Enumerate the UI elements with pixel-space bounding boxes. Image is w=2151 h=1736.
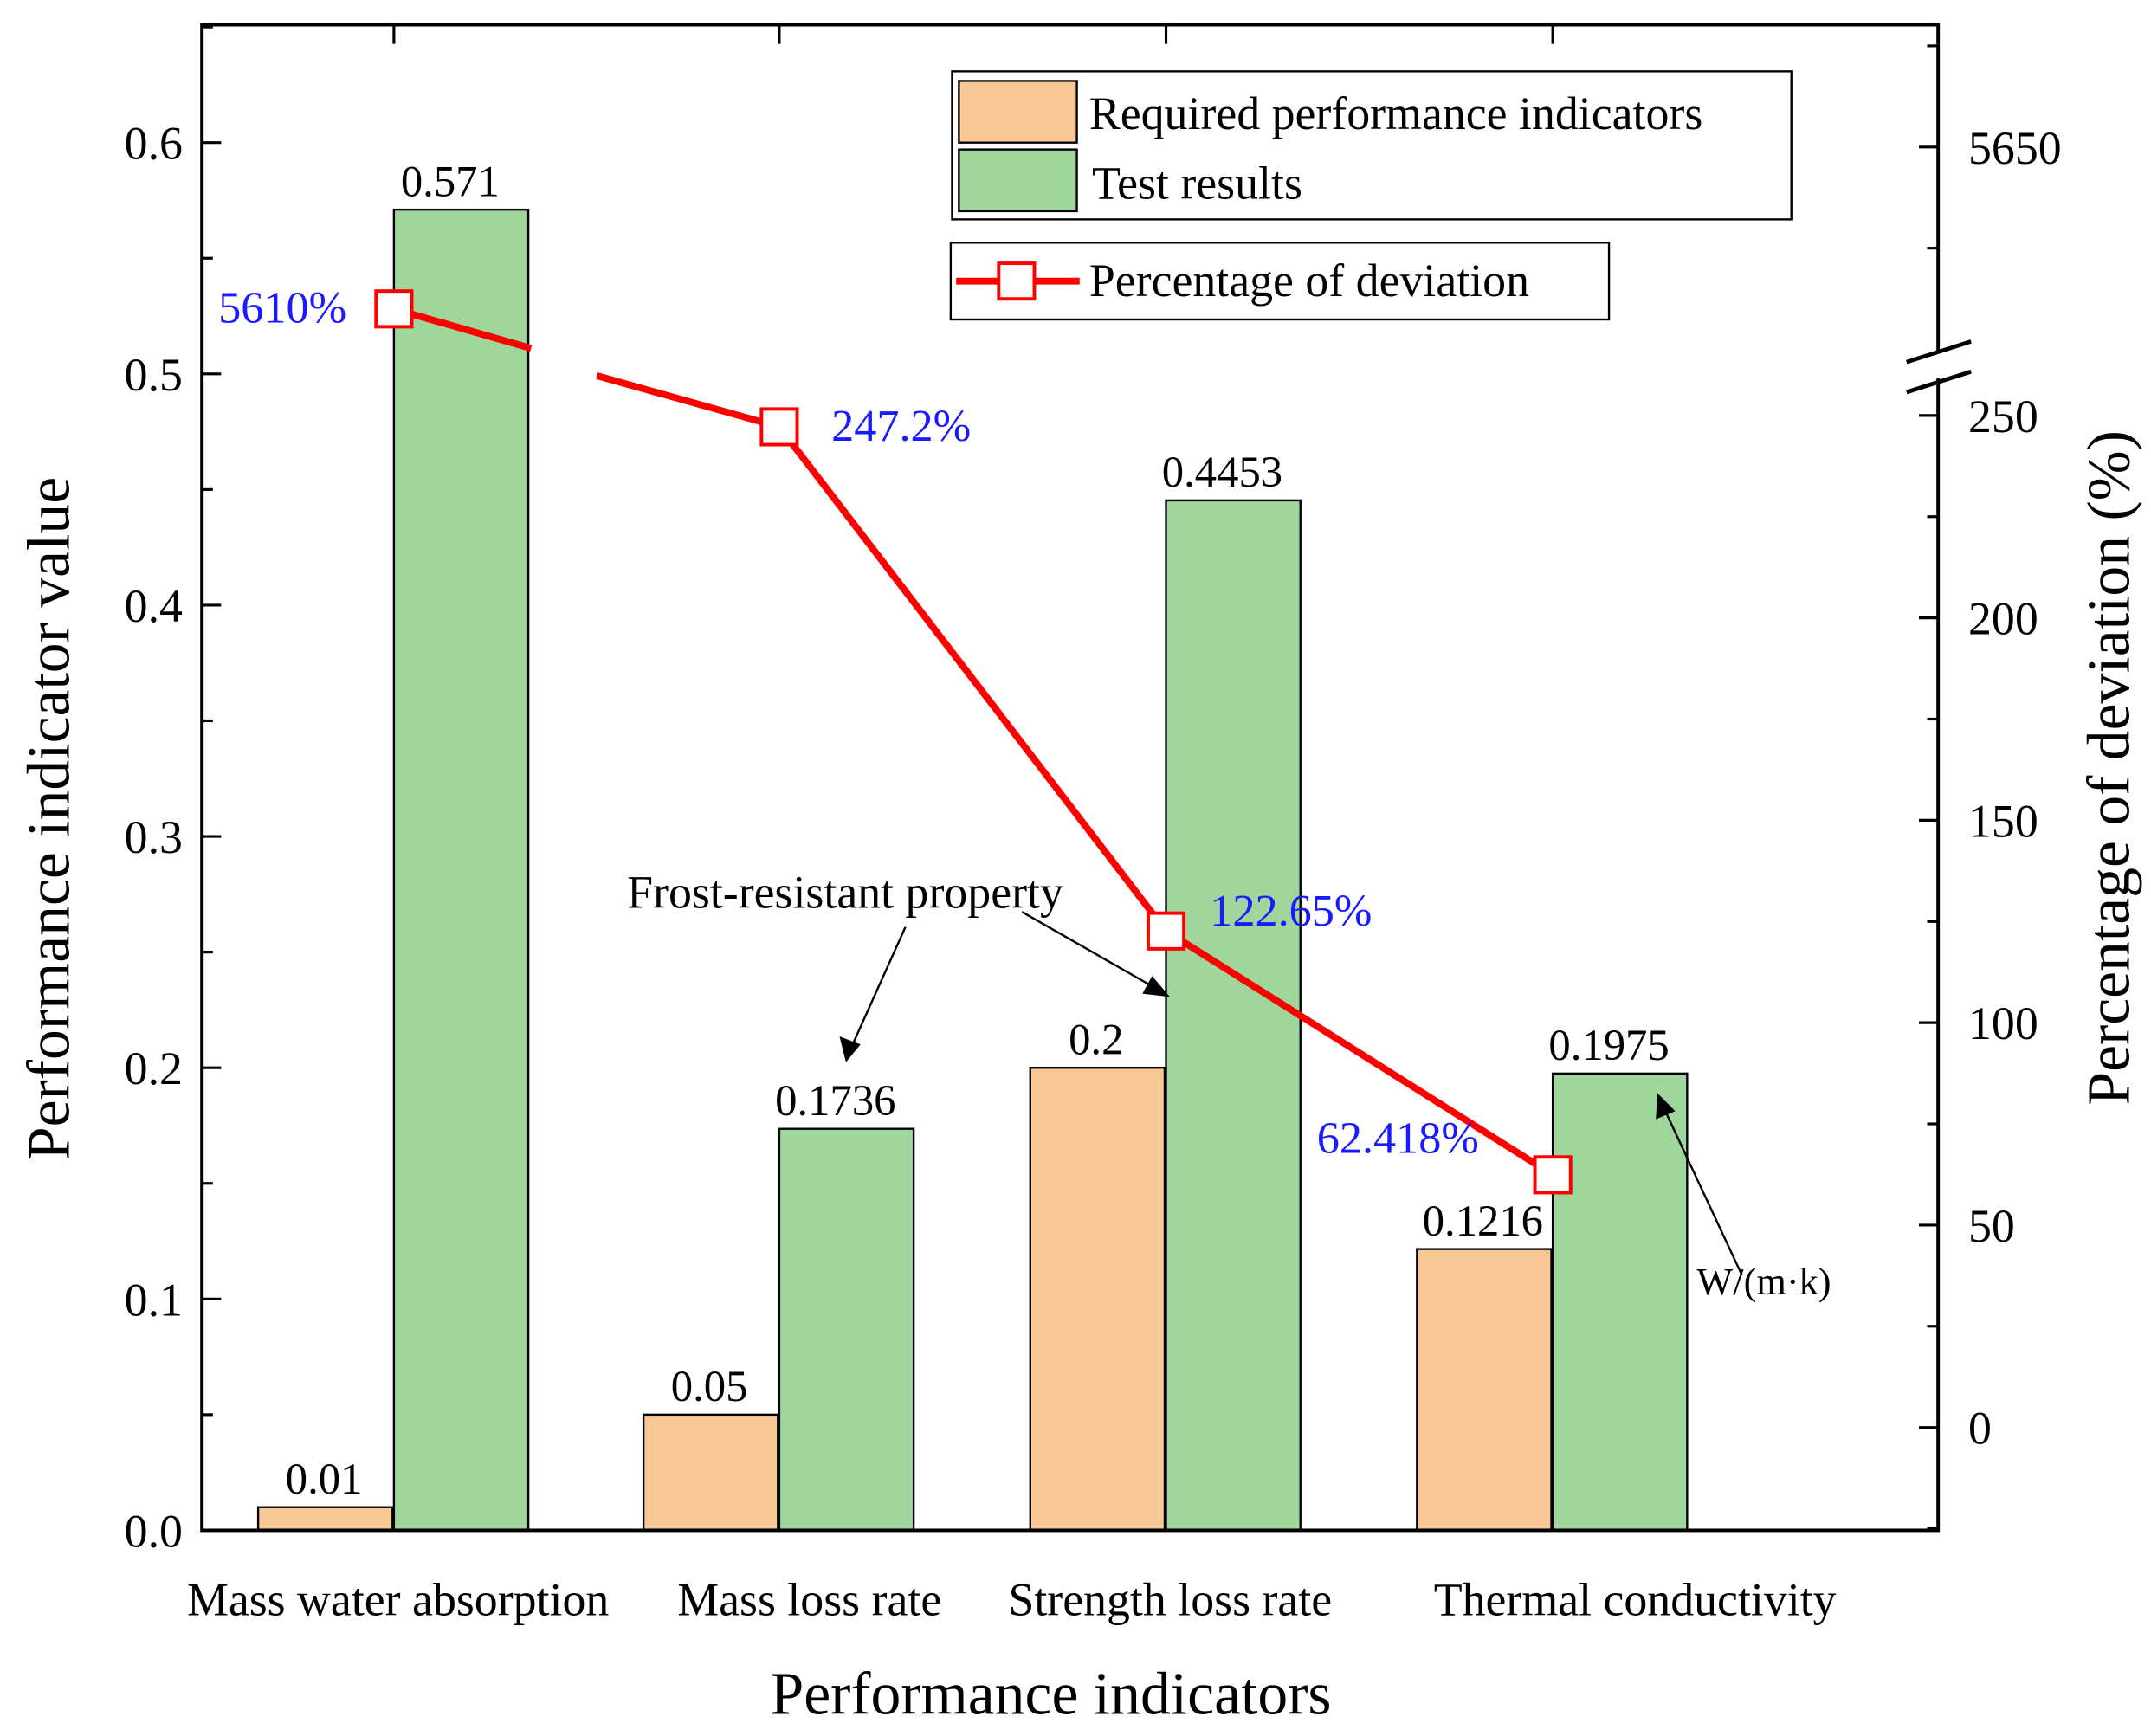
deviation-line-layer: [374, 289, 1573, 1195]
bar-test-result: [1165, 499, 1302, 1532]
data-label-required: 0.01: [286, 1455, 363, 1503]
y2-tick-label: 150: [1968, 795, 2038, 847]
bar-required: [1416, 1248, 1553, 1532]
y2-tick-label: 5650: [1968, 122, 2062, 174]
y2-axis-title: Percentage of deviation (%): [2076, 430, 2142, 1106]
y-tick-label: 0.4: [125, 580, 183, 632]
y-tick-label: 0.2: [125, 1042, 183, 1094]
x-tick-label: Mass loss rate: [677, 1574, 941, 1626]
y-tick-label: 0.5: [125, 349, 183, 401]
labels-layer: 0.01 0.571 0.05 0.1736 0.2 0.4453 0.1216 0.1975…: [218, 157, 1670, 1503]
deviation-marker: [374, 289, 414, 329]
y-tick-label: 0.6: [125, 118, 183, 170]
legend-label-test: Test results: [1092, 158, 1302, 210]
y-axis-title: Performance indicator value: [16, 477, 83, 1160]
x-tick-label: Mass water absorption: [187, 1574, 609, 1626]
deviation-marker: [759, 407, 799, 447]
legend: Required performance indicators Test res…: [949, 70, 1792, 321]
y2-tick-label: 50: [1968, 1200, 2015, 1252]
data-label-test-result: 0.1736: [775, 1076, 895, 1125]
data-label-deviation: 5610%: [218, 283, 346, 333]
legend-label-required: Required performance indicators: [1089, 87, 1702, 139]
annotation-unit: W/(m·k): [1696, 1260, 1831, 1303]
x-tick-label: Thermal conductivity: [1434, 1574, 1837, 1626]
legend-swatch-test: [958, 148, 1078, 213]
arrow-head-icon: [839, 1036, 861, 1062]
arrow-head-icon: [1656, 1093, 1676, 1120]
axis-break-gap: [1934, 351, 1942, 379]
arrow-head-icon: [1142, 976, 1170, 997]
bars-layer: [256, 208, 1689, 1532]
bar-test-result: [1551, 1072, 1689, 1532]
y-tick-label: 0.1: [125, 1274, 183, 1326]
data-label-deviation: 247.2%: [831, 401, 971, 451]
bar-required: [256, 1506, 394, 1532]
legend-label-deviation: Percentage of deviation: [1089, 255, 1529, 307]
data-label-test-result: 0.1975: [1548, 1021, 1669, 1069]
bar-required: [1029, 1066, 1166, 1532]
bar-required: [642, 1413, 779, 1532]
legend-swatch-required: [958, 80, 1078, 144]
legend-marker-deviation: [997, 261, 1037, 301]
deviation-marker: [1146, 911, 1186, 951]
x-axis-title: Performance indicators: [770, 1662, 1331, 1728]
deviation-line-segment: [596, 372, 780, 430]
annotation-frost-resistant: Frost-resistant property: [627, 866, 1063, 918]
y2-tick-label: 200: [1968, 593, 2038, 645]
data-label-deviation: 122.65%: [1210, 886, 1372, 936]
deviation-line-segment: [392, 305, 533, 352]
y2-tick-label: 0: [1968, 1403, 1992, 1455]
y2-tick-label: 250: [1968, 390, 2038, 442]
deviation-marker: [1533, 1155, 1573, 1195]
y-tick-label: 0.3: [125, 811, 183, 863]
axes-layer: Mass water absorption Mass loss rate Stren…: [125, 24, 2062, 1626]
data-label-required: 0.2: [1069, 1015, 1123, 1063]
plot-frame: [200, 23, 1941, 1533]
axis-break-icon: [1906, 339, 1972, 365]
data-label-test-result: 0.571: [401, 157, 500, 205]
y-tick-label: 0.0: [125, 1505, 183, 1557]
bar-test-result: [392, 208, 530, 1532]
axis-break-icon: [1906, 369, 1972, 395]
x-tick-label: Strength loss rate: [1008, 1574, 1332, 1626]
data-label-required: 0.1216: [1423, 1197, 1543, 1245]
y2-tick-label: 100: [1968, 997, 2038, 1049]
annotation-arrows: [839, 911, 1743, 1276]
data-label-deviation: 62.418%: [1317, 1113, 1479, 1164]
data-label-required: 0.05: [671, 1362, 748, 1410]
data-label-test-result: 0.4453: [1162, 448, 1282, 496]
bar-test-result: [778, 1127, 915, 1532]
